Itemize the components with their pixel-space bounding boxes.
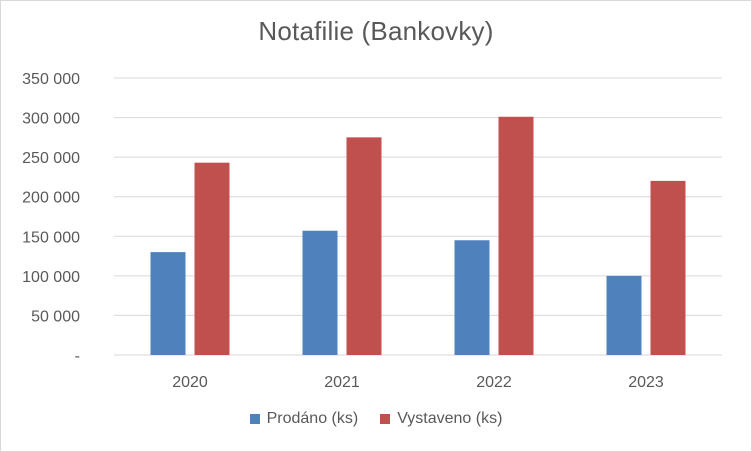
legend-item-listed: Vystaveno (ks)	[380, 410, 502, 428]
y-tick-label: 150 000	[22, 229, 80, 246]
x-tick-label: 2023	[628, 374, 664, 391]
chart-title: Notafilie (Bankovky)	[258, 16, 494, 46]
legend-label-listed: Vystaveno (ks)	[397, 410, 503, 427]
legend-swatch-listed	[380, 414, 391, 424]
x-tick-label: 2020	[172, 374, 208, 391]
bar-sold-2023	[606, 275, 642, 355]
legend-label-sold: Prodáno (ks)	[266, 410, 359, 427]
legend-swatch-sold	[249, 414, 260, 424]
y-tick-label: 50 000	[31, 308, 80, 325]
y-tick-label: 100 000	[22, 269, 80, 286]
y-tick-label: 350 000	[22, 71, 80, 88]
y-tick-label: -	[75, 348, 80, 365]
x-tick-label: 2021	[324, 374, 360, 391]
bar-listed-2020	[194, 162, 230, 355]
bar-listed-2022	[498, 116, 534, 355]
bar-listed-2021	[346, 137, 382, 355]
y-tick-label: 200 000	[22, 190, 80, 207]
bar-sold-2020	[150, 252, 186, 355]
x-tick-label: 2022	[476, 374, 512, 391]
y-tick-label: 250 000	[22, 150, 80, 167]
y-tick-label: 300 000	[22, 111, 80, 128]
legend-item-sold: Prodáno (ks)	[249, 410, 359, 428]
chart-legend: Prodáno (ks) Vystaveno (ks)	[0, 410, 752, 428]
bar-sold-2022	[454, 240, 490, 355]
bar-sold-2021	[302, 230, 338, 355]
bar-listed-2023	[650, 180, 686, 355]
